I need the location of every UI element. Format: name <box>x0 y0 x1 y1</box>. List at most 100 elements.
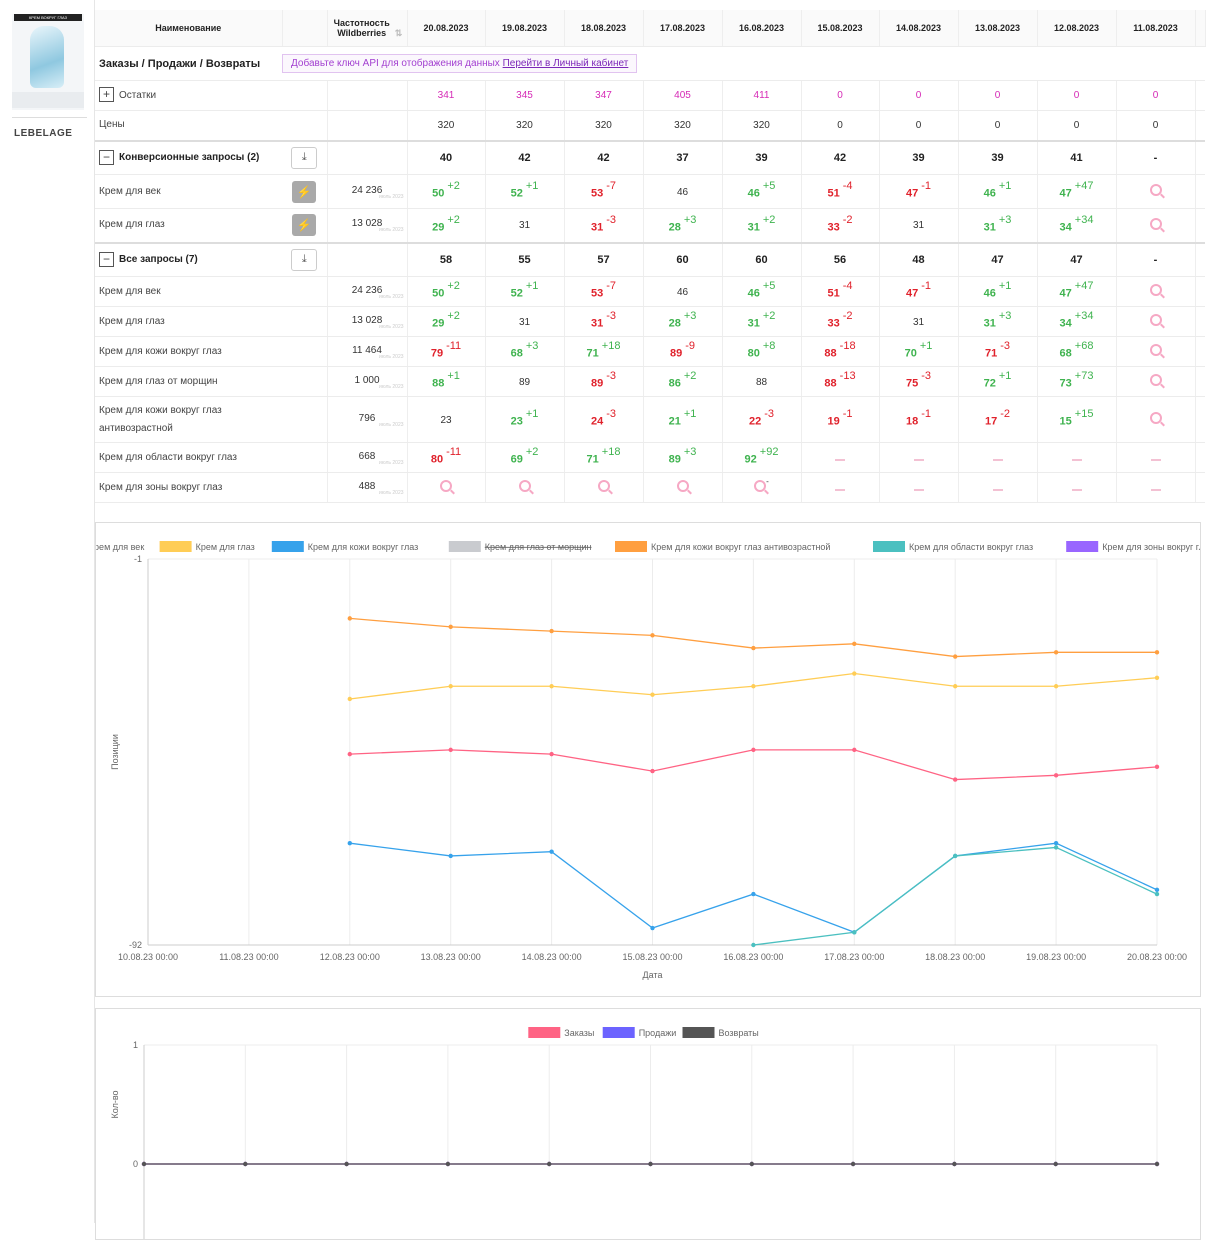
position-cell: 31 <box>879 306 959 337</box>
position-delta: +1 <box>447 370 460 383</box>
position-cell: 23+1 <box>485 396 565 443</box>
column-header-date[interactable]: 12.08.2023 <box>1037 10 1117 47</box>
query-name[interactable]: Крем для век <box>95 276 282 307</box>
position-delta: -3 <box>921 370 932 383</box>
position-delta: -2 <box>842 310 853 323</box>
column-header-date[interactable]: 15.08.2023 <box>801 10 880 47</box>
column-header-date[interactable]: 17.08.2023 <box>643 10 723 47</box>
frequency-period: июль 2023 <box>379 193 404 200</box>
search-icon[interactable] <box>1149 184 1162 196</box>
data-point <box>347 696 352 702</box>
action-cell <box>282 472 328 503</box>
column-header-spacer <box>1195 10 1206 47</box>
position-cell: 75-3 <box>879 366 959 397</box>
query-name[interactable]: Крем для зоны вокруг глаз <box>95 472 282 503</box>
group-total: 56 <box>801 242 880 277</box>
column-header-date[interactable]: 11.08.2023 <box>1116 10 1196 47</box>
position-value: 31 <box>983 221 996 234</box>
data-point <box>448 684 453 689</box>
search-icon[interactable] <box>440 480 452 492</box>
stock-value: 0 <box>958 80 1038 111</box>
position-delta: +47 <box>1074 180 1094 193</box>
query-name[interactable]: Крем для глаз <box>95 208 282 243</box>
position-delta: -13 <box>839 370 856 383</box>
stock-label-cell[interactable]: + Остатки <box>95 80 282 111</box>
position-value: 29 <box>432 221 445 234</box>
position-value: 31 <box>590 317 604 330</box>
position-value: 89 <box>518 376 531 388</box>
search-icon[interactable] <box>1149 284 1162 296</box>
column-header-date[interactable]: 16.08.2023 <box>722 10 802 47</box>
position-cell: 21+1 <box>643 396 723 443</box>
column-header-date[interactable]: 13.08.2023 <box>958 10 1038 47</box>
search-icon[interactable] <box>1149 314 1162 326</box>
x-tick-label: 12.08.23 00:00 <box>320 952 380 962</box>
position-cell: 22-3 <box>722 396 802 443</box>
y-axis-title: Позиции <box>110 734 120 770</box>
position-delta: +73 <box>1074 370 1094 383</box>
boost-button[interactable]: ⚡ <box>292 180 317 203</box>
position-delta: -7 <box>606 180 617 193</box>
query-name[interactable]: Крем для век <box>95 174 282 209</box>
column-header-date[interactable]: 20.08.2023 <box>407 10 486 47</box>
data-point <box>1053 684 1059 689</box>
position-cell: 46+1 <box>958 276 1038 307</box>
collapse-minus-icon[interactable]: − <box>99 251 114 267</box>
column-header-frequency[interactable]: Частотность Wildberries ⇅ <box>327 10 408 47</box>
data-point <box>1053 1161 1058 1167</box>
position-cell <box>801 472 880 503</box>
brand-name[interactable]: LEBELAGE <box>14 128 73 139</box>
query-name[interactable]: Крем для кожи вокруг глаз антивозрастной <box>95 396 282 443</box>
search-icon[interactable] <box>1149 217 1162 230</box>
legend-swatch <box>682 1027 715 1038</box>
data-point <box>547 1161 552 1167</box>
position-value: 34 <box>1059 317 1072 330</box>
price-value: 0 <box>879 110 959 141</box>
search-icon[interactable] <box>676 480 689 492</box>
group-total: 55 <box>485 242 565 277</box>
query-name[interactable]: Крем для глаз <box>95 306 282 337</box>
search-icon[interactable] <box>754 480 767 492</box>
column-header-date[interactable]: 19.08.2023 <box>485 10 565 47</box>
group-label-cell[interactable]: − Все запросы (7) <box>95 242 282 277</box>
product-image[interactable]: КРЕМ ВОКРУГ ГЛАЗ <box>12 14 84 110</box>
api-notice-cell: Добавьте ключ API для отображения данных… <box>282 46 1205 81</box>
position-value: 71 <box>586 347 599 360</box>
group-total: 39 <box>958 140 1038 175</box>
position-delta: +92 <box>759 446 779 459</box>
query-name[interactable]: Крем для кожи вокруг глаз <box>95 336 282 367</box>
search-icon[interactable] <box>1149 344 1162 356</box>
data-point <box>549 684 554 689</box>
collapse-minus-icon[interactable]: − <box>99 149 114 165</box>
frequency-cell: 796 июль 2023 <box>327 396 408 443</box>
query-name[interactable]: Крем для области вокруг глаз <box>95 442 282 473</box>
search-icon[interactable] <box>1149 374 1162 386</box>
expand-plus-icon[interactable]: + <box>99 87 114 103</box>
legend-label: Крем для век <box>96 542 144 552</box>
data-point <box>1053 773 1059 778</box>
group-label-cell[interactable]: − Конверсионные запросы (2) <box>95 140 282 175</box>
boost-button[interactable]: ⚡ <box>292 214 317 237</box>
search-icon[interactable] <box>1149 412 1162 424</box>
position-cell: 71+18 <box>564 442 644 473</box>
position-delta: +3 <box>683 310 697 323</box>
data-point <box>1154 764 1160 770</box>
download-button[interactable]: ⤓ <box>291 146 318 169</box>
download-button[interactable]: ⤓ <box>291 248 318 271</box>
position-value: 88 <box>824 377 837 390</box>
search-icon[interactable] <box>597 480 610 492</box>
personal-cabinet-link[interactable]: Перейти в Личный кабинет <box>502 58 629 69</box>
x-tick-label: 16.08.23 00:00 <box>723 952 783 962</box>
data-point <box>751 891 756 897</box>
position-delta: +3 <box>998 213 1012 226</box>
search-icon[interactable] <box>518 480 531 492</box>
position-cell: 89 <box>485 366 565 397</box>
query-name[interactable]: Крем для глаз от морщин <box>95 366 282 397</box>
legend-swatch <box>448 541 481 552</box>
group-total: 60 <box>643 242 723 277</box>
sort-icon[interactable]: ⇅ <box>394 27 403 38</box>
column-header-date[interactable]: 14.08.2023 <box>879 10 959 47</box>
position-delta: -1 <box>921 280 932 293</box>
column-header-date[interactable]: 18.08.2023 <box>564 10 644 47</box>
position-value: 31 <box>747 221 760 234</box>
